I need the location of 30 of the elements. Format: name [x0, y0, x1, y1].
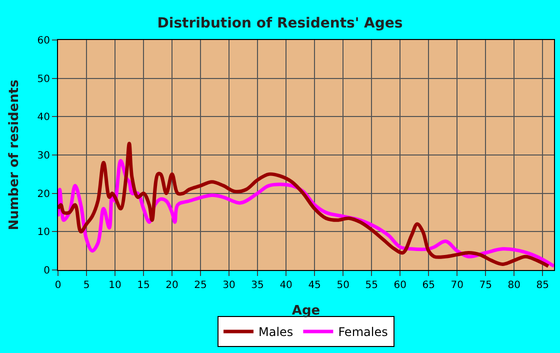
- x-tick-label: 55: [365, 280, 378, 291]
- chart-title: Distribution of Residents' Ages: [157, 15, 403, 32]
- x-tick-label: 0: [54, 280, 62, 291]
- y-tick-label: 0: [44, 266, 50, 276]
- x-tick-label: 50: [336, 280, 350, 291]
- x-tick-label: 75: [479, 280, 492, 291]
- x-tick-label: 45: [308, 280, 321, 291]
- x-tick-label: 30: [222, 280, 236, 291]
- x-tick-label: 15: [137, 280, 150, 291]
- x-tick-label: 5: [83, 280, 90, 291]
- x-tick-label: 35: [251, 280, 264, 291]
- x-tick-label: 80: [508, 280, 520, 291]
- x-tick-label: 25: [194, 280, 207, 291]
- x-tick-label: 85: [536, 280, 549, 291]
- x-tick-label: 10: [108, 280, 122, 291]
- y-tick-label: 40: [37, 112, 50, 124]
- x-tick-label: 40: [280, 280, 292, 291]
- y-tick-label: 30: [37, 150, 50, 162]
- y-axis-title: Number of residents: [7, 79, 22, 230]
- legend-label: Males: [258, 325, 294, 340]
- y-tick-label: 60: [37, 36, 50, 46]
- y-tick-label: 10: [37, 227, 50, 238]
- y-tick-label: 50: [37, 74, 50, 85]
- x-tick-label: 60: [394, 280, 406, 291]
- x-tick-label: 65: [422, 280, 435, 291]
- x-tick-label: 70: [450, 280, 464, 291]
- legend-label: Females: [338, 325, 388, 340]
- y-tick-label: 20: [37, 188, 50, 200]
- x-axis-title: Age: [292, 304, 320, 319]
- x-tick-label: 20: [166, 280, 178, 291]
